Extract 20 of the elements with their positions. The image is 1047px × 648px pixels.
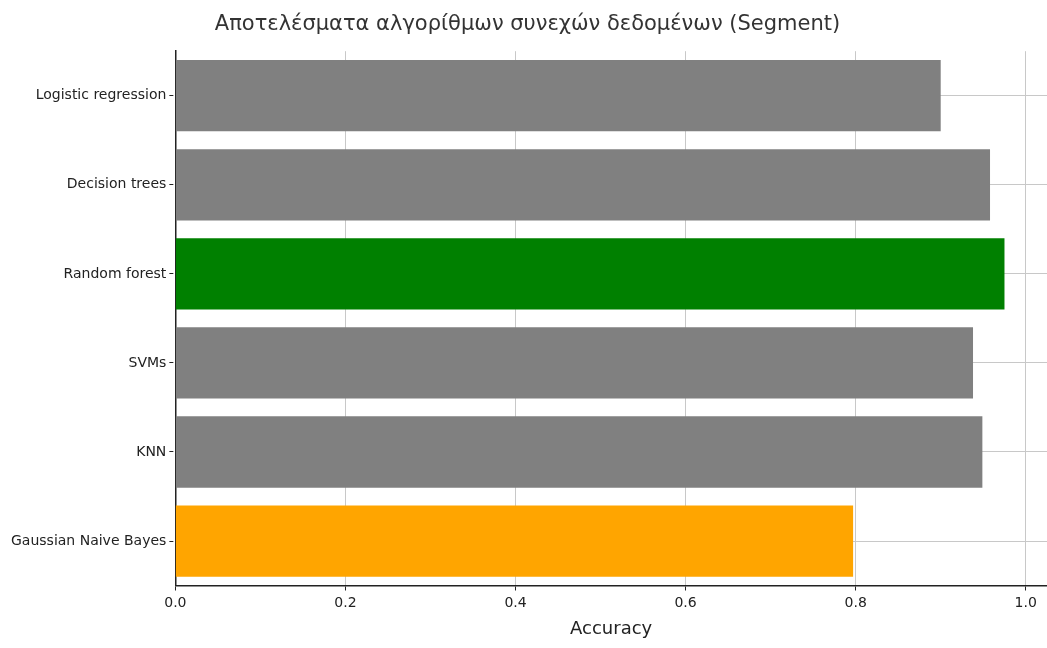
bar xyxy=(175,327,974,399)
y-tick-label: Logistic regression xyxy=(35,86,167,103)
y-tick-label: SVMs xyxy=(128,353,167,370)
y-tick-label: Gaussian Naive Bayes xyxy=(10,531,167,548)
y-tick-label: Random forest xyxy=(63,264,167,281)
bar xyxy=(175,149,991,221)
x-tick-label: 0.4 xyxy=(504,593,527,610)
bar xyxy=(175,60,941,132)
x-tick-label: 0.2 xyxy=(334,593,357,610)
chart-title: Αποτελέσματα αλγορίθμων συνεχών δεδομένων (Segment) xyxy=(214,11,841,36)
y-tick-label: Decision trees xyxy=(66,175,167,192)
x-tick-label: 0.0 xyxy=(164,593,187,610)
bar xyxy=(175,416,983,488)
bar xyxy=(175,238,1005,310)
x-tick-label: 0.6 xyxy=(674,593,697,610)
x-axis-title: Accuracy xyxy=(570,616,653,638)
x-tick-label: 0.8 xyxy=(844,593,867,610)
bar xyxy=(175,505,854,577)
y-tick-label: KNN xyxy=(136,442,167,459)
x-tick-label: 1.0 xyxy=(1014,593,1037,610)
